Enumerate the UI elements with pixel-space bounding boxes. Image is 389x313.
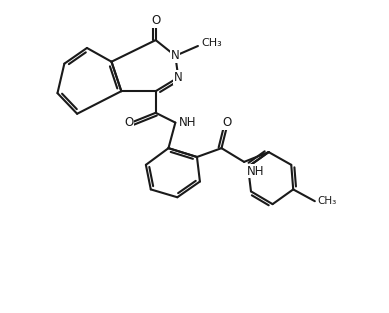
Text: CH₃: CH₃ bbox=[202, 38, 223, 48]
Text: N: N bbox=[174, 71, 183, 84]
Text: NH: NH bbox=[179, 116, 197, 129]
Text: O: O bbox=[151, 14, 160, 27]
Text: N: N bbox=[171, 49, 180, 62]
Text: O: O bbox=[223, 116, 232, 129]
Text: CH₃: CH₃ bbox=[318, 196, 337, 206]
Text: O: O bbox=[124, 116, 134, 129]
Text: NH: NH bbox=[247, 165, 265, 178]
